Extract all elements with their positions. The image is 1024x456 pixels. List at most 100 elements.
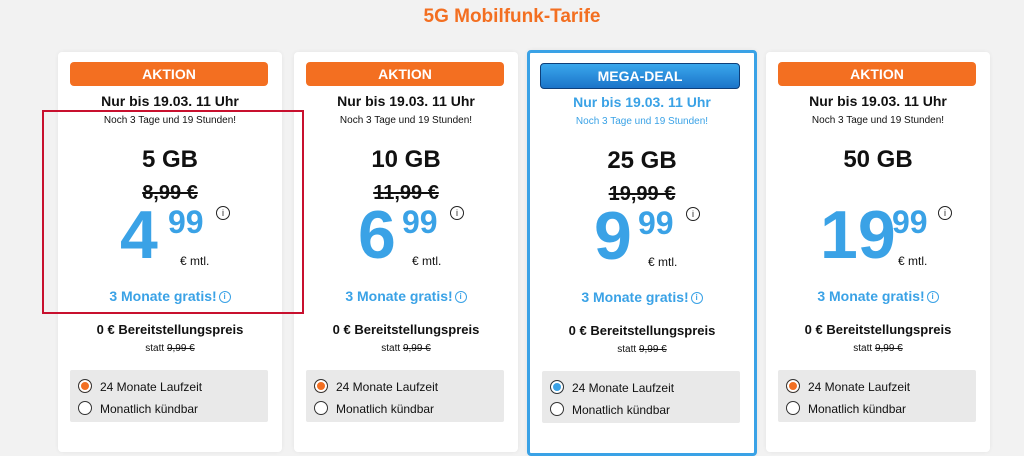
option-24-months[interactable]: 24 Monate Laufzeit bbox=[550, 380, 675, 395]
old-price: 11,99 € bbox=[373, 182, 439, 204]
statt-value: 9,99 € bbox=[402, 343, 431, 354]
contract-options: 24 Monate Laufzeit Monatlich kündbar bbox=[778, 370, 976, 422]
radio-selected-icon[interactable] bbox=[550, 380, 564, 394]
contract-options: 24 Monate Laufzeit Monatlich kündbar bbox=[542, 371, 740, 423]
gratis-text: 3 Monate gratis! bbox=[345, 288, 453, 304]
price-unit: € mtl. bbox=[648, 255, 678, 269]
gratis-link[interactable]: 3 Monate gratis! i bbox=[58, 288, 282, 304]
statt-value: 9,99 € bbox=[874, 343, 903, 354]
price-euros: 6 bbox=[358, 197, 396, 273]
highlight-box bbox=[42, 110, 304, 314]
price: 6 99 i € mtl. bbox=[294, 200, 518, 270]
option-monthly[interactable]: Monatlich kündbar bbox=[786, 401, 907, 416]
gratis-info-icon[interactable]: i bbox=[218, 291, 231, 304]
option-label: 24 Monate Laufzeit bbox=[808, 380, 911, 394]
price: 19 99 i € mtl. bbox=[766, 200, 990, 270]
countdown-text: Noch 3 Tage und 19 Stunden! bbox=[339, 115, 473, 126]
countdown-text: Noch 3 Tage und 19 Stunden! bbox=[103, 115, 237, 126]
tariff-card-5gb[interactable]: AKTION Nur bis 19.03. 11 Uhr Noch 3 Tage… bbox=[58, 52, 282, 452]
gratis-text: 3 Monate gratis! bbox=[109, 288, 217, 304]
radio-empty-icon[interactable] bbox=[314, 401, 328, 415]
option-label: 24 Monate Laufzeit bbox=[100, 380, 203, 394]
option-label: Monatlich kündbar bbox=[572, 403, 671, 417]
page-title: 5G Mobilfunk-Tarife bbox=[423, 6, 601, 27]
gratis-link[interactable]: 3 Monate gratis! i bbox=[294, 288, 518, 304]
gratis-info-icon[interactable]: i bbox=[454, 291, 467, 304]
option-label: Monatlich kündbar bbox=[808, 402, 907, 416]
price-info-icon[interactable]: i bbox=[686, 207, 700, 221]
radio-selected-icon[interactable] bbox=[314, 379, 328, 393]
data-volume: 10 GB bbox=[371, 146, 441, 173]
option-24-months[interactable]: 24 Monate Laufzeit bbox=[314, 379, 439, 394]
statt-label: statt bbox=[617, 344, 637, 355]
data-volume: 25 GB bbox=[607, 147, 677, 174]
old-price: 19,99 € bbox=[608, 183, 676, 205]
contract-options: 24 Monate Laufzeit Monatlich kündbar bbox=[306, 370, 504, 422]
option-24-months[interactable]: 24 Monate Laufzeit bbox=[786, 379, 911, 394]
radio-selected-icon[interactable] bbox=[78, 379, 92, 393]
statt-price: statt 9,99 € bbox=[766, 343, 990, 354]
data-volume: 5 GB bbox=[141, 146, 198, 173]
offer-deadline: Nur bis 19.03. 11 Uhr bbox=[337, 93, 475, 109]
aktion-badge: AKTION bbox=[70, 62, 268, 86]
provision-price: 0 € Bereitstellungspreis bbox=[804, 322, 952, 337]
gratis-link[interactable]: 3 Monate gratis! i bbox=[530, 289, 754, 305]
option-monthly[interactable]: Monatlich kündbar bbox=[550, 402, 671, 417]
option-label: 24 Monate Laufzeit bbox=[572, 381, 675, 395]
contract-options: 24 Monate Laufzeit Monatlich kündbar bbox=[70, 370, 268, 422]
provision-price: 0 € Bereitstellungspreis bbox=[568, 323, 716, 338]
provision-price: 0 € Bereitstellungspreis bbox=[332, 322, 480, 337]
statt-value: 9,99 € bbox=[638, 344, 667, 355]
option-monthly[interactable]: Monatlich kündbar bbox=[78, 401, 199, 416]
gratis-text: 3 Monate gratis! bbox=[817, 288, 925, 304]
statt-value: 9,99 € bbox=[166, 343, 195, 354]
price-unit: € mtl. bbox=[180, 254, 210, 268]
price-cents: 99 bbox=[638, 205, 674, 241]
gratis-link[interactable]: 3 Monate gratis! i bbox=[766, 288, 990, 304]
gratis-text: 3 Monate gratis! bbox=[581, 289, 689, 305]
statt-label: statt bbox=[381, 343, 401, 354]
price-info-icon[interactable]: i bbox=[938, 206, 952, 220]
price-euros: 19 bbox=[820, 197, 896, 273]
data-volume: 50 GB bbox=[843, 146, 913, 173]
tariff-card-10gb[interactable]: AKTION Nur bis 19.03. 11 Uhr Noch 3 Tage… bbox=[294, 52, 518, 452]
offer-deadline: Nur bis 19.03. 11 Uhr bbox=[809, 93, 947, 109]
statt-label: statt bbox=[853, 343, 873, 354]
statt-price: statt 9,99 € bbox=[294, 343, 518, 354]
price: 4 99 i € mtl. bbox=[58, 200, 282, 270]
option-label: 24 Monate Laufzeit bbox=[336, 380, 439, 394]
option-label: Monatlich kündbar bbox=[336, 402, 435, 416]
gratis-info-icon[interactable]: i bbox=[926, 291, 939, 304]
old-price: 8,99 € bbox=[142, 182, 198, 204]
tariff-card-25gb[interactable]: MEGA-DEAL Nur bis 19.03. 11 Uhr Noch 3 T… bbox=[527, 50, 757, 456]
price-cents: 99 bbox=[892, 204, 928, 240]
radio-empty-icon[interactable] bbox=[550, 402, 564, 416]
tariff-card-50gb[interactable]: AKTION Nur bis 19.03. 11 Uhr Noch 3 Tage… bbox=[766, 52, 990, 452]
offer-deadline: Nur bis 19.03. 11 Uhr bbox=[101, 93, 239, 109]
offer-deadline: Nur bis 19.03. 11 Uhr bbox=[573, 94, 711, 110]
aktion-badge: AKTION bbox=[306, 62, 504, 86]
countdown-text: Noch 3 Tage und 19 Stunden! bbox=[575, 116, 709, 127]
option-label: Monatlich kündbar bbox=[100, 402, 199, 416]
price-unit: € mtl. bbox=[898, 254, 928, 268]
price-cents: 99 bbox=[402, 204, 438, 240]
gratis-info-icon[interactable]: i bbox=[690, 292, 703, 305]
price-euros: 4 bbox=[120, 197, 158, 273]
aktion-badge: AKTION bbox=[778, 62, 976, 86]
price-info-icon[interactable]: i bbox=[450, 206, 464, 220]
statt-label: statt bbox=[145, 343, 165, 354]
radio-empty-icon[interactable] bbox=[78, 401, 92, 415]
price-unit: € mtl. bbox=[412, 254, 442, 268]
radio-selected-icon[interactable] bbox=[786, 379, 800, 393]
provision-price: 0 € Bereitstellungspreis bbox=[96, 322, 244, 337]
option-24-months[interactable]: 24 Monate Laufzeit bbox=[78, 379, 203, 394]
mega-deal-badge: MEGA-DEAL bbox=[540, 63, 740, 89]
statt-price: statt 9,99 € bbox=[530, 344, 754, 355]
radio-empty-icon[interactable] bbox=[786, 401, 800, 415]
option-monthly[interactable]: Monatlich kündbar bbox=[314, 401, 435, 416]
price-euros: 9 bbox=[594, 198, 632, 274]
price-info-icon[interactable]: i bbox=[216, 206, 230, 220]
price-cents: 99 bbox=[168, 204, 204, 240]
price: 9 99 i € mtl. bbox=[530, 201, 754, 271]
statt-price: statt 9,99 € bbox=[58, 343, 282, 354]
